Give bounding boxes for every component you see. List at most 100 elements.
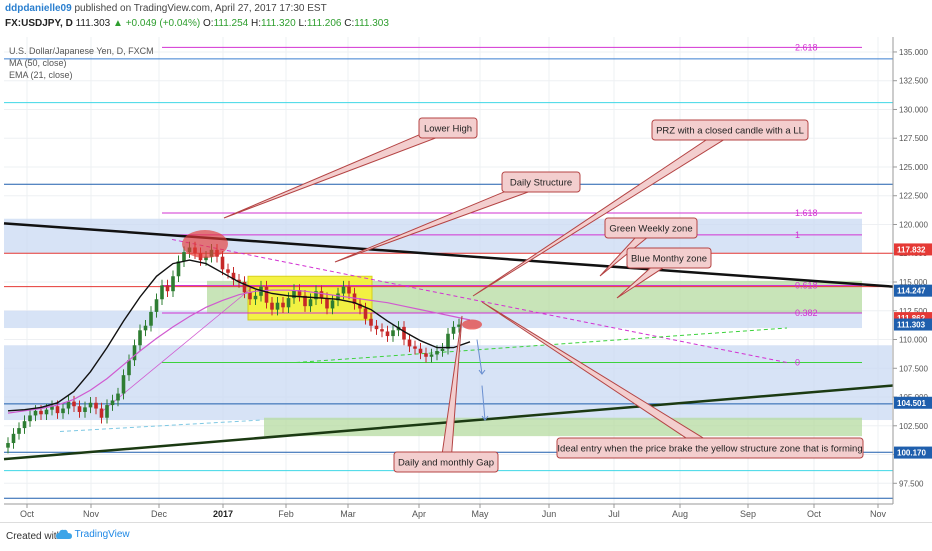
price-label-text: 104.501 bbox=[897, 399, 926, 408]
candle-body bbox=[176, 261, 181, 277]
username-link[interactable]: ddpdanielle09 bbox=[5, 3, 72, 14]
candle-body bbox=[341, 286, 346, 294]
candle-body bbox=[275, 302, 280, 310]
candle-body bbox=[385, 331, 390, 337]
candle-body bbox=[363, 308, 368, 319]
price-tick-label: 97.500 bbox=[899, 479, 924, 488]
annotation-label: Daily Structure bbox=[510, 178, 572, 189]
candle-body bbox=[11, 433, 16, 444]
ema-legend: EMA (21, close) bbox=[9, 70, 73, 80]
candle-body bbox=[457, 324, 461, 327]
candle-body bbox=[253, 295, 258, 300]
candle-body bbox=[242, 282, 247, 293]
fib-label: 0.382 bbox=[795, 308, 818, 318]
candle-body bbox=[77, 406, 82, 412]
price-tick-label: 135.000 bbox=[899, 48, 928, 57]
price-tick-label: 107.500 bbox=[899, 364, 928, 373]
candle-body bbox=[61, 408, 65, 414]
candle-body bbox=[270, 302, 274, 310]
candle-body bbox=[336, 293, 340, 301]
time-tick-label: Oct bbox=[807, 509, 822, 519]
pink-ray bbox=[99, 287, 253, 414]
candle-body bbox=[39, 410, 43, 415]
candle-body bbox=[50, 406, 54, 410]
candle-body bbox=[160, 285, 164, 300]
candle-body bbox=[33, 410, 38, 416]
candle-body bbox=[264, 286, 269, 303]
callout-box bbox=[651, 119, 809, 141]
time-tick-label: Sep bbox=[740, 509, 756, 519]
time-tick-label: Oct bbox=[20, 509, 35, 519]
ma50-line bbox=[7, 289, 471, 414]
candle-body bbox=[116, 393, 120, 401]
annotation-label: PRZ with a closed candle with a LL bbox=[656, 126, 804, 137]
candle-body bbox=[127, 360, 131, 376]
chart-legend: U.S. Dollar/Japanese Yen, D, FXCM MA (50… bbox=[9, 45, 154, 81]
price-tick-label: 120.000 bbox=[899, 220, 928, 229]
candle-body bbox=[314, 291, 318, 300]
price-tick-label: 132.500 bbox=[899, 77, 928, 86]
annotation-callout: Daily Structure bbox=[334, 171, 581, 263]
brand-text: TradingView bbox=[74, 529, 130, 541]
candle-body bbox=[413, 346, 417, 349]
candle-body bbox=[440, 348, 445, 352]
candle-body bbox=[220, 256, 225, 270]
annotation-callout: Daily and monthly Gap bbox=[393, 315, 499, 473]
candle-body bbox=[143, 325, 148, 331]
green-dashed-line bbox=[295, 327, 788, 364]
callout-box bbox=[604, 217, 698, 239]
candle-body bbox=[407, 339, 412, 347]
candle-body bbox=[94, 402, 98, 409]
symbol-label: FX:USDJPY, D bbox=[5, 18, 73, 29]
candle-body bbox=[325, 298, 329, 309]
projection-arrow bbox=[481, 385, 486, 421]
price-chart[interactable]: 2.618 1.618 1 0.618 0.382 0 Lower High Daily St… bbox=[0, 34, 932, 522]
ma-legend: MA (50, close) bbox=[9, 58, 67, 68]
time-tick-label: Nov bbox=[83, 509, 100, 519]
fib-label: 2.618 bbox=[795, 42, 818, 52]
low-label: L: bbox=[298, 18, 307, 29]
price-tick-label: 122.500 bbox=[899, 192, 928, 201]
price-label-badge bbox=[894, 243, 932, 256]
time-tick-label: 2017 bbox=[213, 509, 233, 519]
price-tick-label: 125.000 bbox=[899, 163, 928, 172]
zone-green-lower bbox=[264, 417, 862, 437]
price-label-badge bbox=[894, 396, 932, 409]
prz-ellipse bbox=[462, 319, 482, 330]
candle-body bbox=[281, 302, 285, 308]
candle-body bbox=[72, 401, 76, 407]
published-text: published on TradingView.com, April 27, … bbox=[74, 3, 327, 14]
candle-body bbox=[446, 333, 450, 349]
candle-body bbox=[292, 290, 296, 299]
candle-body bbox=[204, 256, 208, 261]
last-price: 111.303 bbox=[75, 18, 111, 29]
candle-body bbox=[369, 318, 373, 326]
candle-body bbox=[121, 375, 126, 394]
time-tick-label: Mar bbox=[340, 509, 356, 519]
time-tick-label: Aug bbox=[672, 509, 688, 519]
candle-body bbox=[226, 269, 230, 273]
candle-body bbox=[374, 325, 379, 330]
candle-body bbox=[303, 295, 307, 307]
candle-body bbox=[429, 354, 434, 357]
candle-body bbox=[105, 405, 109, 418]
projection-arrow bbox=[476, 339, 483, 375]
candle-body bbox=[330, 300, 335, 309]
tradingview-logo[interactable]: TradingView bbox=[56, 529, 130, 540]
annotation-callout: Ideal entry when the price brake the yel… bbox=[481, 301, 864, 459]
time-tick-label: Dec bbox=[151, 509, 168, 519]
time-tick-label: Nov bbox=[870, 509, 887, 519]
candle-body bbox=[22, 421, 27, 429]
annotation-label: Blue Monthy zone bbox=[631, 254, 707, 265]
cloud-icon bbox=[56, 529, 72, 539]
ohlc-line: FX:USDJPY, D 111.303 ▲ +0.049 (+0.04%) O… bbox=[5, 18, 389, 29]
candle-body bbox=[358, 303, 362, 309]
callout-box bbox=[626, 247, 712, 269]
candle-body bbox=[182, 252, 186, 262]
close-value: 111.303 bbox=[354, 18, 389, 29]
price-label-text: 117.832 bbox=[897, 245, 926, 254]
price-tick-label: 110.000 bbox=[899, 336, 928, 345]
price-label-badge bbox=[894, 284, 932, 297]
change-value: +0.049 (+0.04%) bbox=[125, 18, 201, 29]
annotation-label: Green Weekly zone bbox=[609, 224, 692, 235]
